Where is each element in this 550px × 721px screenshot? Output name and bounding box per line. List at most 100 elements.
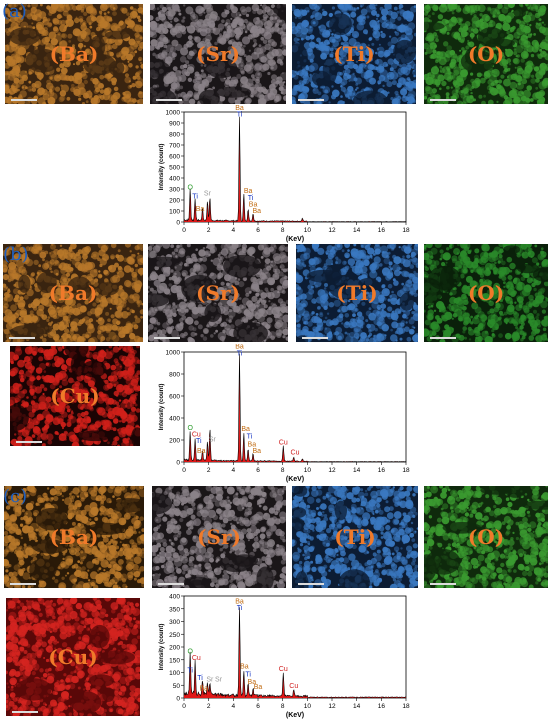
spectrum-plot: 0 50 100 150 200 250 300 350 400 0 2 4 6 8 10 12 14 16 18 (… <box>159 594 410 720</box>
spectrum-b: 0 200 400 600 800 1000 0 2 4 6 8 10 12 14 16 18 (KeV) Int… <box>156 344 414 484</box>
peak-label: Ti <box>245 671 251 678</box>
spectrum-plot: 0 200 400 600 800 1000 0 2 4 6 8 10 12 14 16 18 (KeV) Int… <box>159 344 410 483</box>
peak-label: Ba <box>252 448 261 455</box>
peak-label: Ti <box>197 675 203 682</box>
map-label: (Ba) <box>49 525 99 549</box>
peak-label: Cu <box>291 449 300 456</box>
y-tick-label: 600 <box>169 394 180 401</box>
peak-label: Ti <box>237 111 243 118</box>
x-tick-label: 8 <box>281 467 285 474</box>
x-tick-label: 6 <box>256 703 260 710</box>
y-tick-label: 0 <box>176 460 180 467</box>
map-label: (Ba) <box>49 42 99 66</box>
scale-bar <box>430 583 456 585</box>
peak-label: Cu <box>192 432 201 439</box>
y-tick-label: 600 <box>169 154 180 161</box>
peak-label: Ti <box>248 195 254 202</box>
peak-label: Ba <box>197 448 206 455</box>
x-tick-label: 18 <box>402 227 410 234</box>
y-tick-label: 300 <box>169 187 180 194</box>
x-axis-label: (KeV) <box>286 236 304 243</box>
x-tick-label: 2 <box>207 703 211 710</box>
peak-label: Cu <box>289 683 298 690</box>
y-axis-label: Intensity (count) <box>159 144 165 191</box>
y-tick-label: 200 <box>169 438 180 445</box>
peak-label: Ba <box>235 599 244 606</box>
scale-bar <box>430 337 456 339</box>
scale-bar <box>430 99 456 101</box>
panel-tag-a: (a) <box>2 1 27 22</box>
plot-frame <box>183 111 407 223</box>
x-tick-label: 18 <box>402 467 410 474</box>
panel-tag-c: (c) <box>3 486 28 507</box>
map-label: (Cu) <box>50 384 100 408</box>
map-texture <box>4 486 144 588</box>
plot-frame <box>183 351 407 463</box>
map-label: (Sr) <box>196 281 240 305</box>
map-texture <box>424 244 548 342</box>
map-texture <box>5 4 143 104</box>
peak-label: O <box>187 648 193 655</box>
map-label: (Ti) <box>334 525 376 549</box>
map-b-o: (O) <box>424 244 548 342</box>
map-label: (Ti) <box>333 42 375 66</box>
y-tick-label: 350 <box>169 606 180 613</box>
peak-label: Ti <box>237 605 243 612</box>
x-tick-label: 12 <box>328 467 336 474</box>
map-b-cu: (Cu) <box>10 346 140 446</box>
y-tick-label: 400 <box>169 176 180 183</box>
peak-label: Sr <box>215 676 223 683</box>
map-texture <box>292 486 418 588</box>
map-label: (O) <box>467 42 505 66</box>
scale-bar <box>302 337 328 339</box>
map-texture <box>10 346 140 446</box>
x-tick-label: 18 <box>402 703 410 710</box>
peak-label: Sr <box>204 191 212 198</box>
peak-label: Ba <box>249 202 258 209</box>
scale-bar <box>156 99 182 101</box>
x-tick-label: 10 <box>304 703 312 710</box>
map-label: (O) <box>467 281 505 305</box>
y-tick-label: 700 <box>169 143 180 150</box>
y-tick-label: 0 <box>176 696 180 703</box>
x-tick-label: 6 <box>256 227 260 234</box>
scale-bar <box>9 337 35 339</box>
y-tick-label: 200 <box>169 645 180 652</box>
x-tick-label: 10 <box>304 227 312 234</box>
peak-label: Ba <box>235 105 244 112</box>
peak-label: Cu <box>279 439 288 446</box>
x-tick-label: 10 <box>304 467 312 474</box>
peak-label: Sr <box>206 676 214 683</box>
spectrum-a: 0 100 200 300 400 500 600 700 800 900 1000 0 2 4 6 8 10 1… <box>156 104 414 244</box>
panel-tag-b: (b) <box>3 244 29 265</box>
map-c-cu: (Cu) <box>6 598 140 716</box>
peak-label: Ba <box>254 684 263 691</box>
scale-bar <box>12 711 38 713</box>
map-c-ti: (Ti) <box>292 486 418 588</box>
map-a-ba: (Ba) <box>5 4 143 104</box>
peak-label: Sr <box>209 437 217 444</box>
map-label: (O) <box>467 525 505 549</box>
peak-label: Ti <box>192 193 198 200</box>
peak-label: Ba <box>235 344 244 351</box>
map-c-ba: (Ba) <box>4 486 144 588</box>
y-tick-label: 400 <box>169 594 180 601</box>
map-b-ba: (Ba) <box>3 244 143 342</box>
x-tick-label: 4 <box>232 467 236 474</box>
map-texture <box>292 4 416 104</box>
spectrum-area <box>184 607 406 698</box>
y-tick-label: 400 <box>169 416 180 423</box>
scale-bar <box>11 99 37 101</box>
peak-label: Ba <box>244 188 253 195</box>
map-a-o: (O) <box>424 4 548 104</box>
y-tick-label: 800 <box>169 372 180 379</box>
spectrum-line <box>183 116 407 223</box>
peak-label: Ba <box>199 685 208 692</box>
x-tick-label: 16 <box>378 703 386 710</box>
map-texture <box>3 244 143 342</box>
peak-label: Ba <box>196 206 205 213</box>
scale-bar <box>158 583 184 585</box>
spectrum-area <box>184 353 406 462</box>
map-texture <box>6 598 140 716</box>
